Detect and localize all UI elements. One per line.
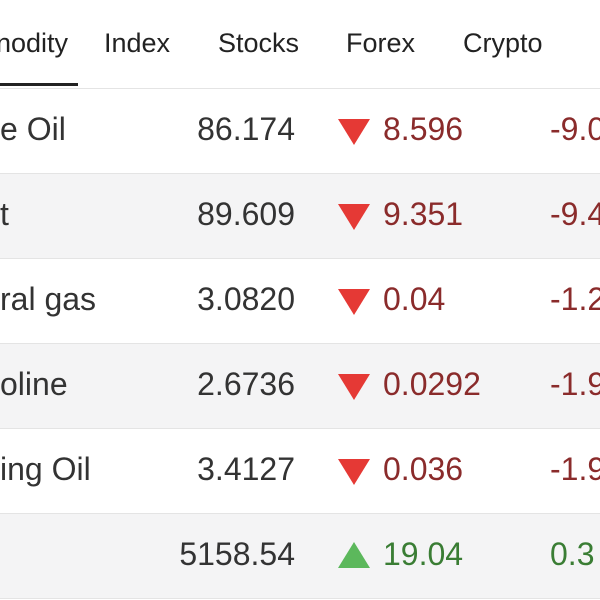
tab[interactable]: Forex [346, 28, 416, 58]
percent-change: -9.0 [550, 111, 600, 147]
instrument-name: ing Oil [0, 451, 91, 487]
percent-change: -1.2 [550, 281, 600, 317]
percent-change: -9.4 [550, 196, 600, 232]
down-arrow [338, 204, 370, 230]
table-row[interactable]: oline 2.6736 0.0292 -1.9 [0, 344, 600, 429]
change: 19.04 [383, 536, 464, 572]
down-arrow [338, 289, 370, 315]
percent-change: -1.9 [550, 366, 600, 402]
quote-table: e Oil 86.174 8.596 -9.0 t 89.609 9.351 -9.4 ral … [0, 89, 600, 599]
table-row[interactable]: e Oil 86.174 8.596 -9.0 [0, 89, 600, 174]
change: 0.04 [383, 281, 446, 317]
table-row[interactable]: ing Oil 3.4127 0.036 -1.9 [0, 429, 600, 514]
table-row[interactable]: ral gas 3.0820 0.04 -1.2 [0, 259, 600, 344]
tab[interactable]: Crypto [463, 28, 543, 58]
price: 5158.54 [179, 536, 295, 572]
instrument-name: t [0, 196, 9, 232]
change: 0.0292 [383, 366, 481, 402]
up-arrow [338, 542, 370, 568]
price: 3.0820 [197, 281, 295, 317]
percent-change: -1.9 [550, 451, 600, 487]
tab[interactable]: nodity [0, 28, 79, 86]
tab-bar: nodity Index Stocks Forex Crypto [0, 0, 600, 89]
table-row[interactable]: t 89.609 9.351 -9.4 [0, 174, 600, 259]
price: 89.609 [197, 196, 295, 232]
down-arrow [338, 459, 370, 485]
price: 2.6736 [197, 366, 295, 402]
tab[interactable]: Stocks [218, 28, 300, 58]
tab[interactable]: Index [104, 28, 171, 58]
instrument-name: e Oil [0, 111, 66, 147]
instrument-name: oline [0, 366, 68, 402]
price: 86.174 [197, 111, 295, 147]
change: 8.596 [383, 111, 464, 147]
percent-change: 0.3 [550, 536, 595, 572]
down-arrow [338, 119, 370, 145]
table-row[interactable]: 5158.54 19.04 0.3 [0, 514, 600, 599]
down-arrow [338, 374, 370, 400]
instrument-name: ral gas [0, 281, 97, 317]
change: 9.351 [383, 196, 464, 232]
change: 0.036 [383, 451, 464, 487]
price: 3.4127 [197, 451, 295, 487]
